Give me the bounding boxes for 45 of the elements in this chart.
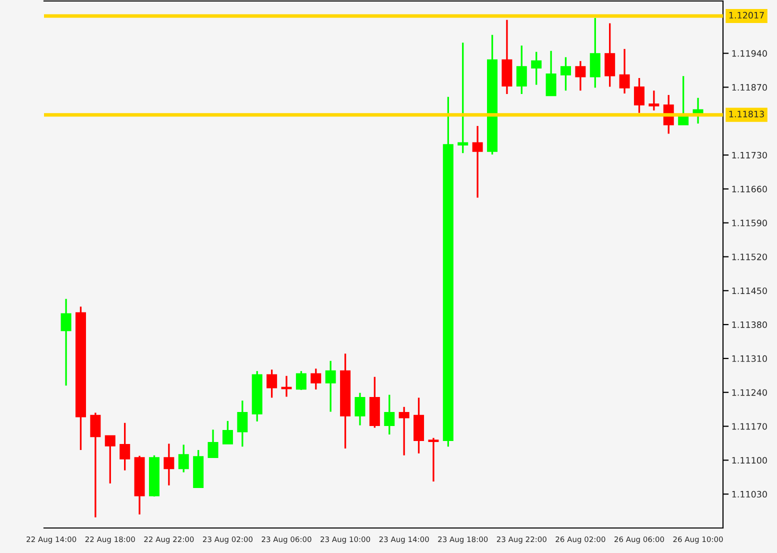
candlestick (266, 368, 278, 399)
candlestick (590, 17, 600, 89)
y-tick-label: 1.11380 (732, 321, 767, 328)
y-tick-label: 1.11590 (732, 220, 767, 226)
candlestick (120, 422, 130, 472)
candlestick (281, 375, 292, 398)
candlestick (560, 56, 571, 92)
y-tick-label: 1.11450 (732, 287, 767, 294)
y-tick-label: 1.11310 (732, 355, 767, 362)
ref-line-label: 1.12017 (729, 12, 764, 19)
candlestick (104, 435, 116, 484)
ref-line-label: 1.11813 (729, 110, 764, 118)
candlestick (60, 298, 72, 386)
y-tick-label: 1.11520 (732, 254, 767, 260)
y-tick-label: 1.11730 (732, 152, 767, 158)
candlestick (164, 442, 174, 486)
candlestick (296, 370, 306, 391)
candlestick (634, 77, 644, 114)
candlestick (428, 437, 439, 482)
candlestick (222, 420, 233, 445)
candlestick (178, 444, 189, 474)
candlestick (458, 42, 468, 154)
candlestick (472, 125, 483, 198)
y-tick-label: 1.11660 (732, 186, 767, 192)
y-tick-label: 1.11240 (732, 389, 767, 396)
candlestick (208, 428, 218, 458)
candlestick (546, 50, 556, 96)
candlestick (604, 22, 616, 88)
candlestick (516, 44, 527, 95)
candlestick (325, 360, 336, 413)
y-tick-label: 1.11100 (732, 457, 767, 464)
candlestick (575, 60, 586, 92)
candlestick (648, 90, 660, 112)
y-tick-label: 1.11170 (732, 423, 767, 430)
y-tick-label: 1.11030 (732, 490, 767, 498)
candlestick (310, 368, 322, 390)
candlestick (531, 51, 542, 86)
candlestick (354, 392, 366, 426)
candlestick (384, 394, 395, 436)
candlestick (237, 400, 248, 448)
candlestick (398, 406, 410, 456)
candlestick (90, 412, 101, 518)
y-tick-label: 1.11940 (732, 50, 767, 57)
y-tick-label: 1.11870 (732, 84, 767, 91)
candlestick (619, 48, 630, 94)
